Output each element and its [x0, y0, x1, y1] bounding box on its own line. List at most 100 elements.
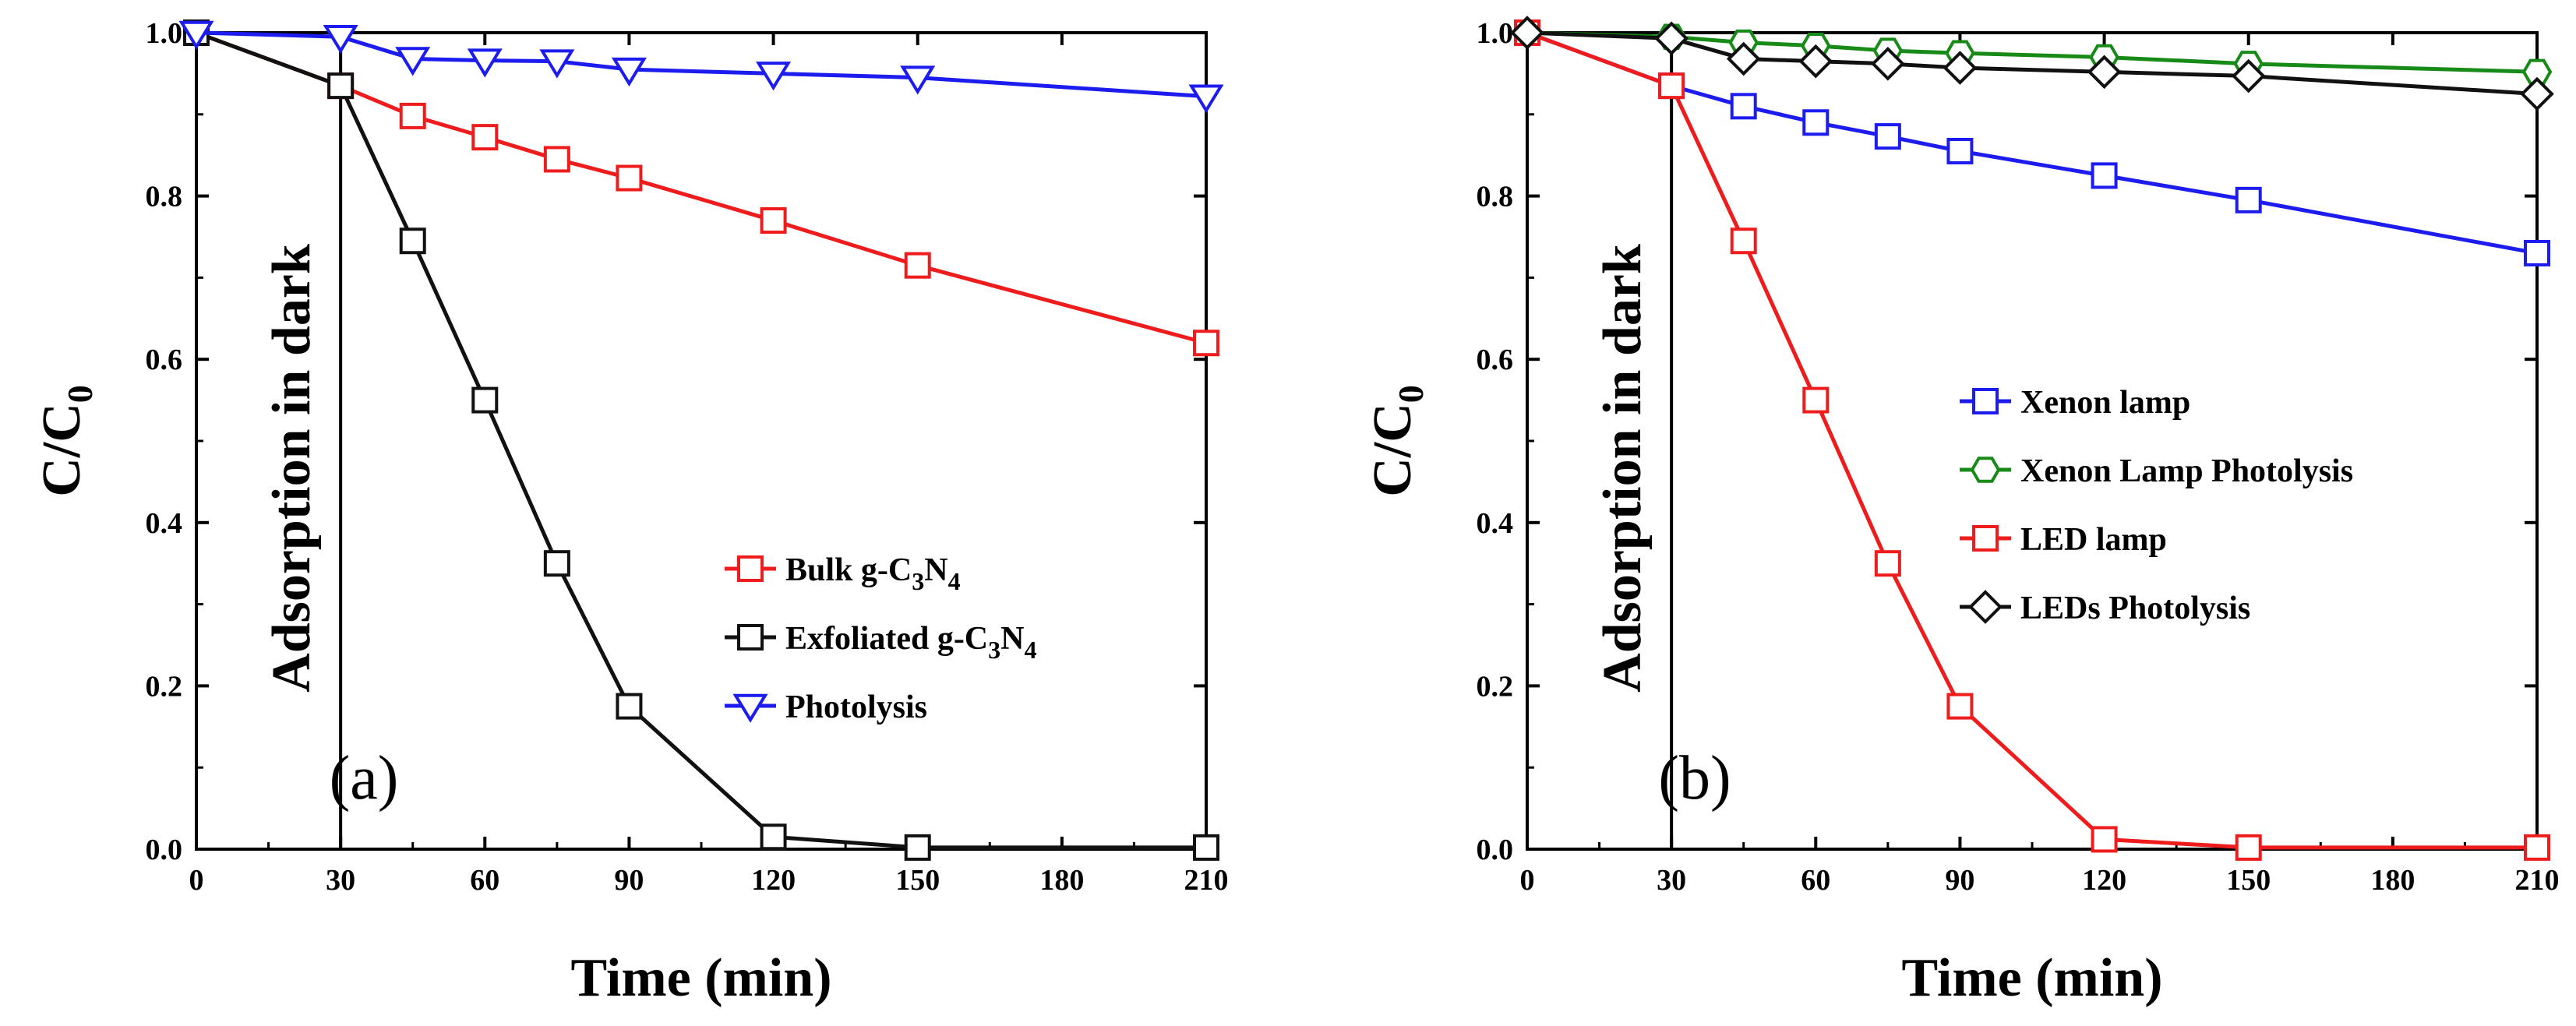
legend-label-part: Photolysis [785, 689, 927, 725]
legend-label-part: 4 [948, 567, 961, 595]
data-point [900, 65, 936, 95]
x-axis-title: Time (min) [1901, 948, 2162, 1008]
legend-label-part: 3 [988, 636, 1000, 664]
legend-label-part: N [924, 552, 947, 588]
data-point [1726, 41, 1761, 76]
data-point [1946, 693, 1974, 720]
data-point [471, 386, 499, 414]
data-point [1730, 93, 1757, 120]
data-point [756, 62, 792, 91]
legend-label-part: LED lamp [2020, 522, 2167, 558]
series-led-lamp [1514, 19, 2550, 861]
x-tick-label: 120 [2082, 864, 2126, 897]
legend-marker [1968, 590, 2003, 624]
x-tick-label: 210 [1184, 864, 1229, 897]
chart-panel-a: 0 30 60 90 120 150 180 2100.00.20.40.60.81.0Tim… [32, 17, 1229, 1008]
y-axis-title: C/C0 [1363, 385, 1431, 497]
data-point [2235, 186, 2262, 213]
legend-marker [1972, 525, 1999, 552]
y-tick-label: 0.2 [1477, 670, 1514, 703]
data-point [395, 47, 431, 76]
data-point [1193, 330, 1219, 357]
y-tick-label: 1.0 [1477, 17, 1514, 50]
series-photolysis [178, 20, 1224, 114]
data-point [1658, 72, 1685, 100]
legend-label-part: N [1000, 621, 1024, 657]
legend-label-part: Exfoliated g-C [785, 621, 988, 657]
panel-label: (a) [330, 744, 399, 813]
x-tick-label: 90 [1945, 864, 1974, 897]
legend-marker [737, 555, 764, 582]
data-point [327, 72, 355, 100]
data-point [2235, 834, 2262, 861]
data-point [1874, 550, 1901, 577]
x-axis-title: Time (min) [570, 948, 831, 1008]
y-axis-title-subscript: 0 [1391, 385, 1431, 403]
plot-frame [1526, 31, 2539, 851]
plot-frame [195, 31, 1208, 851]
annotation-adsorption-in-dark: Adsorption in dark [262, 244, 322, 693]
y-axis-title: C/C0 [32, 385, 100, 497]
data-point [1871, 46, 1905, 81]
data-point [539, 49, 575, 79]
data-point [399, 227, 426, 255]
y-tick-label: 0.2 [146, 670, 183, 703]
data-point [1510, 16, 1544, 50]
data-point [1802, 386, 1830, 414]
data-point [467, 48, 503, 78]
legend-entry: LED lamp [1960, 522, 2167, 558]
legend-label: LEDs Photolysis [2020, 591, 2250, 626]
x-tick-label: 180 [2370, 864, 2415, 897]
data-point [2521, 58, 2553, 86]
legend-label-part: LEDs Photolysis [2020, 591, 2250, 626]
legend-entry: LEDs Photolysis [1960, 590, 2250, 626]
data-point [1730, 227, 1757, 255]
y-axis-title-main: C/C [1363, 403, 1423, 497]
legend-label-part: Xenon lamp [2020, 385, 2190, 421]
legend-label: Photolysis [785, 689, 927, 725]
data-point [1798, 44, 1833, 79]
x-tick-label: 0 [1520, 864, 1535, 897]
y-axis-title-subscript: 0 [60, 385, 100, 403]
legend-entry: Xenon Lamp Photolysis [1960, 453, 2353, 489]
data-point [1946, 137, 1974, 164]
y-tick-label: 0.8 [146, 181, 183, 213]
x-tick-label: 60 [1801, 864, 1830, 897]
legend-label: Bulk g-C3N4 [785, 552, 961, 595]
x-tick-label: 0 [189, 864, 204, 897]
series-xenon-lamp [1514, 19, 2550, 266]
data-point [323, 24, 358, 55]
x-tick-label: 90 [614, 864, 644, 897]
annotation-adsorption-in-dark: Adsorption in dark [1593, 244, 1653, 693]
x-tick-label: 180 [1039, 864, 1084, 897]
legend-marker [1972, 388, 1999, 414]
data-point [760, 207, 787, 234]
legend-entry: Bulk g-C3N4 [725, 552, 961, 595]
data-point [904, 252, 931, 279]
data-point [1802, 109, 1830, 136]
data-point [2520, 76, 2554, 111]
y-tick-label: 0.0 [1477, 834, 1514, 866]
data-point [2087, 55, 2122, 90]
data-point [1188, 84, 1224, 114]
data-point [2231, 58, 2266, 93]
legend-marker [1970, 457, 2001, 483]
series-line [196, 30, 1206, 850]
panel-label: (b) [1658, 744, 1731, 813]
data-point [1654, 21, 1689, 56]
series-line [1526, 30, 2537, 850]
legend-label: Xenon lamp [2020, 385, 2190, 421]
y-tick-label: 1.0 [146, 17, 183, 50]
legend-label-part: Bulk g-C [785, 552, 912, 588]
x-tick-label: 30 [1657, 864, 1686, 897]
legend-entry: Exfoliated g-C3N4 [725, 621, 1037, 664]
data-point [471, 124, 499, 151]
data-point [611, 57, 647, 87]
data-point [2091, 826, 2118, 853]
legend-label: LED lamp [2020, 522, 2167, 558]
data-point [543, 146, 570, 173]
legend-label-part: 4 [1025, 636, 1037, 664]
legend-marker [732, 693, 768, 723]
data-point [616, 693, 643, 720]
